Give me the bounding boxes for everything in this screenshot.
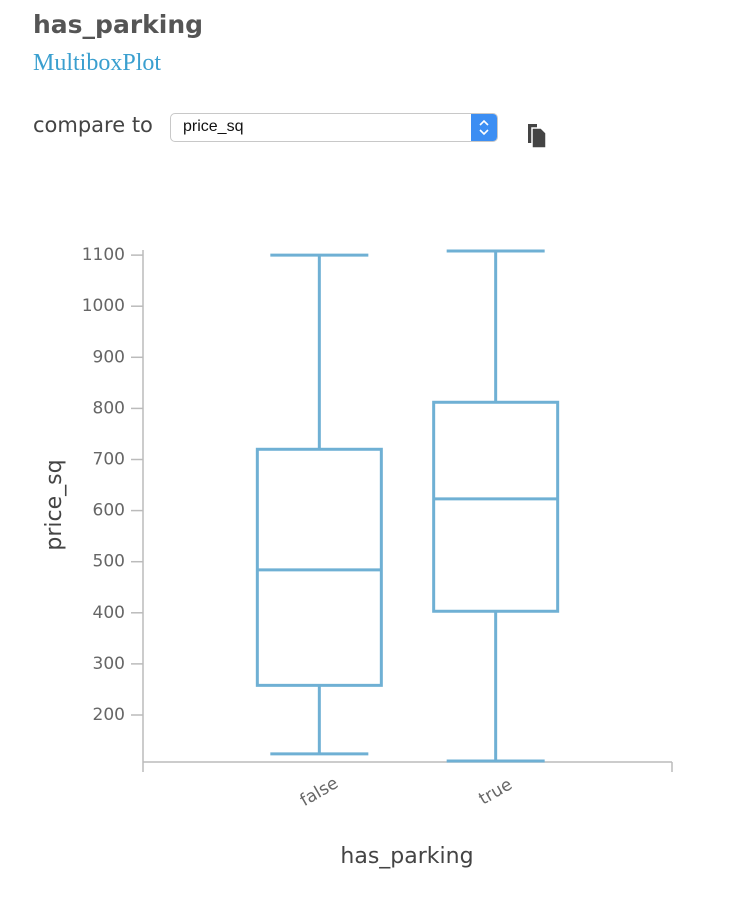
subtitle: MultiboxPlot [33, 50, 162, 76]
y-tick-label: 600 [93, 501, 125, 521]
box [255, 447, 383, 687]
box [432, 400, 560, 613]
y-tick-label: 800 [93, 398, 125, 418]
selected-option: price_sq [183, 118, 244, 135]
compare-select[interactable]: price_sq [170, 113, 498, 142]
title: has_parking [33, 10, 204, 39]
y-tick-label: 1000 [82, 296, 125, 316]
x-axis-label: has_parking [340, 844, 473, 869]
compare-label: compare to [33, 113, 153, 137]
y-axis-label: price_sq [42, 459, 67, 550]
y-tick-label: 900 [93, 347, 125, 367]
y-tick-label: 400 [93, 603, 125, 623]
y-tick-label: 1100 [82, 245, 125, 265]
y-tick-label: 700 [93, 450, 125, 470]
y-tick-label: 500 [93, 552, 125, 572]
stepper-icon [479, 119, 489, 136]
x-tick-label: true [476, 775, 516, 810]
copy-button[interactable] [526, 120, 552, 150]
y-tick-label: 300 [93, 654, 125, 674]
select-stepper [471, 114, 497, 141]
x-tick-label: false [297, 773, 342, 811]
y-tick-label: 200 [93, 705, 125, 725]
